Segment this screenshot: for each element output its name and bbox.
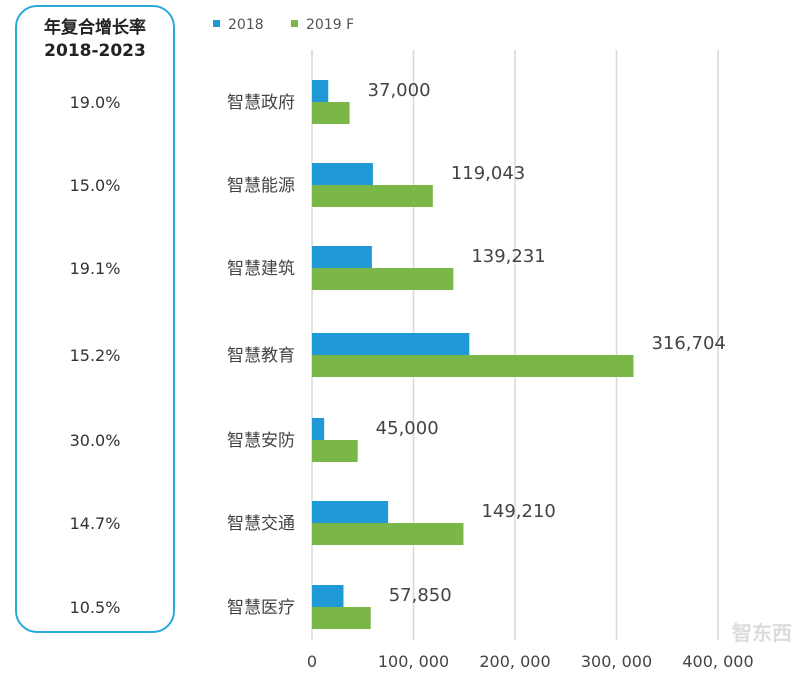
cagr-title: 年复合增长率 (44, 18, 146, 38)
bar-2019f (312, 607, 371, 629)
legend-swatch (291, 20, 298, 27)
bar-2018 (312, 585, 344, 607)
bar-2018 (312, 163, 373, 185)
bar-2019f (312, 355, 634, 377)
data-label: 119,043 (451, 163, 525, 184)
bar-2018 (312, 501, 389, 523)
data-label: 139,231 (471, 246, 545, 267)
cagr-panel: 年复合增长率 2018-2023 (15, 5, 175, 633)
category-label: 智慧安防 (227, 431, 295, 451)
x-tick-label: 100, 000 (378, 652, 449, 671)
legend-label: 2018 (228, 17, 264, 33)
category-label: 智慧建筑 (227, 259, 295, 279)
legend-label: 2019 F (306, 17, 354, 33)
category-label: 智慧能源 (227, 176, 295, 196)
cagr-value: 19.1% (70, 259, 121, 278)
data-label: 45,000 (376, 418, 439, 439)
data-label: 149,210 (481, 501, 555, 522)
cagr-value: 10.5% (70, 598, 121, 617)
data-label: 316,704 (651, 333, 725, 354)
cagr-value: 14.7% (70, 514, 121, 533)
category-label: 智慧政府 (227, 93, 295, 113)
bar-2018 (312, 418, 325, 440)
bar-2018 (312, 246, 372, 268)
bar-2019f (312, 102, 350, 124)
x-tick-label: 400, 000 (682, 652, 753, 671)
data-label: 57,850 (389, 585, 452, 606)
category-label: 智慧医疗 (227, 598, 295, 618)
bar-2018 (312, 80, 329, 102)
logo-watermark: 智东西 (732, 621, 792, 645)
category-label: 智慧交通 (227, 514, 295, 534)
bar-2019f (312, 185, 433, 207)
bar-2019f (312, 268, 454, 290)
category-label: 智慧教育 (227, 346, 295, 366)
data-label: 37,000 (368, 80, 431, 101)
bar-2019f (312, 440, 358, 462)
cagr-value: 30.0% (70, 431, 121, 450)
cagr-period: 2018-2023 (44, 41, 146, 61)
cagr-value: 15.2% (70, 346, 121, 365)
legend-swatch (213, 20, 220, 27)
x-tick-label: 200, 000 (479, 652, 550, 671)
x-tick-label: 300, 000 (581, 652, 652, 671)
cagr-value: 19.0% (70, 93, 121, 112)
cagr-value: 15.0% (70, 176, 121, 195)
bar-2019f (312, 523, 464, 545)
x-tick-label: 0 (307, 652, 317, 671)
bar-2018 (312, 333, 470, 355)
